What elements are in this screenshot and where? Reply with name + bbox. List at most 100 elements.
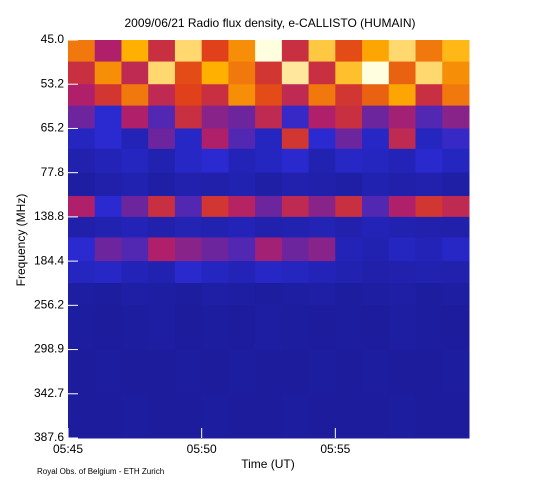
y-tick-label: 53.2: [41, 76, 65, 90]
heat-cell: [121, 128, 149, 150]
heat-cell: [388, 105, 417, 129]
heat-cell: [308, 61, 336, 85]
heat-cell: [362, 105, 390, 129]
heat-cell: [228, 148, 256, 174]
heat-cell: [68, 40, 96, 63]
heat-cell: [362, 61, 390, 85]
heat-cell: [442, 261, 470, 284]
heat-cell: [68, 305, 96, 351]
heat-cell: [281, 105, 310, 129]
heat-cell: [388, 128, 417, 150]
heat-cell: [388, 40, 417, 63]
heat-cell: [442, 61, 470, 85]
heat-cell: [362, 261, 390, 284]
heat-cell: [148, 283, 176, 306]
heat-cell: [255, 305, 283, 351]
heat-cell: [228, 349, 256, 395]
heat-cell: [94, 128, 122, 150]
heat-cell: [281, 305, 310, 351]
heat-cell: [201, 61, 229, 85]
heat-cell: [201, 84, 229, 107]
heat-cell: [94, 105, 122, 129]
heat-cell: [335, 216, 363, 238]
heat-cell: [148, 237, 176, 262]
heat-cell: [228, 128, 256, 150]
heat-cell: [281, 61, 310, 85]
heat-cell: [68, 172, 96, 197]
heat-cell: [388, 196, 417, 218]
y-tick-label: 45.0: [41, 32, 65, 46]
heat-cell: [388, 393, 417, 439]
heat-cell: [415, 216, 443, 238]
heat-cell: [121, 237, 149, 262]
heat-cell: [362, 283, 390, 306]
heat-cell: [228, 172, 256, 197]
heat-cell: [148, 261, 176, 284]
y-tick-label: 65.2: [41, 121, 65, 135]
heat-cell: [308, 84, 336, 107]
y-axis-label: Frequency (MHz): [14, 194, 28, 287]
chart-title: 2009/06/21 Radio flux density, e-CALLIST…: [124, 16, 415, 30]
heat-cell: [121, 305, 149, 351]
heat-cell: [362, 40, 390, 63]
heat-cell: [255, 105, 283, 129]
heat-cell: [281, 216, 310, 238]
heat-cell: [228, 283, 256, 306]
heat-cell: [335, 61, 363, 85]
heat-cell: [255, 40, 283, 63]
heat-cell: [308, 261, 336, 284]
heat-cell: [174, 216, 203, 238]
heat-cell: [415, 61, 443, 85]
heat-cell: [94, 216, 122, 238]
x-tick-label: 05:45: [53, 442, 83, 456]
heat-cell: [362, 305, 390, 351]
heat-cell: [362, 216, 390, 238]
heat-cell: [308, 216, 336, 238]
heat-cell: [281, 261, 310, 284]
heat-cell: [94, 172, 122, 197]
heat-cell: [281, 283, 310, 306]
y-tick-label: 77.8: [41, 165, 65, 179]
heat-cell: [415, 172, 443, 197]
heat-cell: [362, 172, 390, 197]
heat-cell: [442, 196, 470, 218]
heat-cell: [68, 393, 96, 439]
heat-cell: [148, 393, 176, 439]
heat-cell: [255, 172, 283, 197]
heat-cell: [174, 237, 203, 262]
heat-cell: [388, 305, 417, 351]
heat-cell: [442, 105, 470, 129]
heat-cell: [228, 393, 256, 439]
heat-cell: [442, 393, 470, 439]
heat-cell: [442, 305, 470, 351]
heat-cell: [442, 237, 470, 262]
heat-cell: [94, 349, 122, 395]
heat-cell: [255, 196, 283, 218]
heat-cell: [362, 84, 390, 107]
heat-cell: [388, 261, 417, 284]
heat-cell: [255, 148, 283, 174]
heat-cell: [415, 349, 443, 395]
heat-cell: [148, 305, 176, 351]
heat-cell: [228, 40, 256, 63]
heat-cell: [335, 172, 363, 197]
heat-cell: [335, 349, 363, 395]
heat-cell: [174, 305, 203, 351]
heat-cell: [174, 148, 203, 174]
heat-cell: [335, 283, 363, 306]
heat-cell: [335, 105, 363, 129]
heat-cell: [388, 172, 417, 197]
heat-cell: [255, 84, 283, 107]
heat-cell: [281, 237, 310, 262]
heat-cell: [362, 128, 390, 150]
heat-cell: [68, 128, 96, 150]
heat-cell: [121, 105, 149, 129]
heat-cell: [281, 196, 310, 218]
heat-cell: [228, 261, 256, 284]
heat-cell: [442, 216, 470, 238]
heat-cell: [308, 237, 336, 262]
heat-cell: [335, 128, 363, 150]
heat-cell: [415, 261, 443, 284]
heat-cell: [228, 196, 256, 218]
